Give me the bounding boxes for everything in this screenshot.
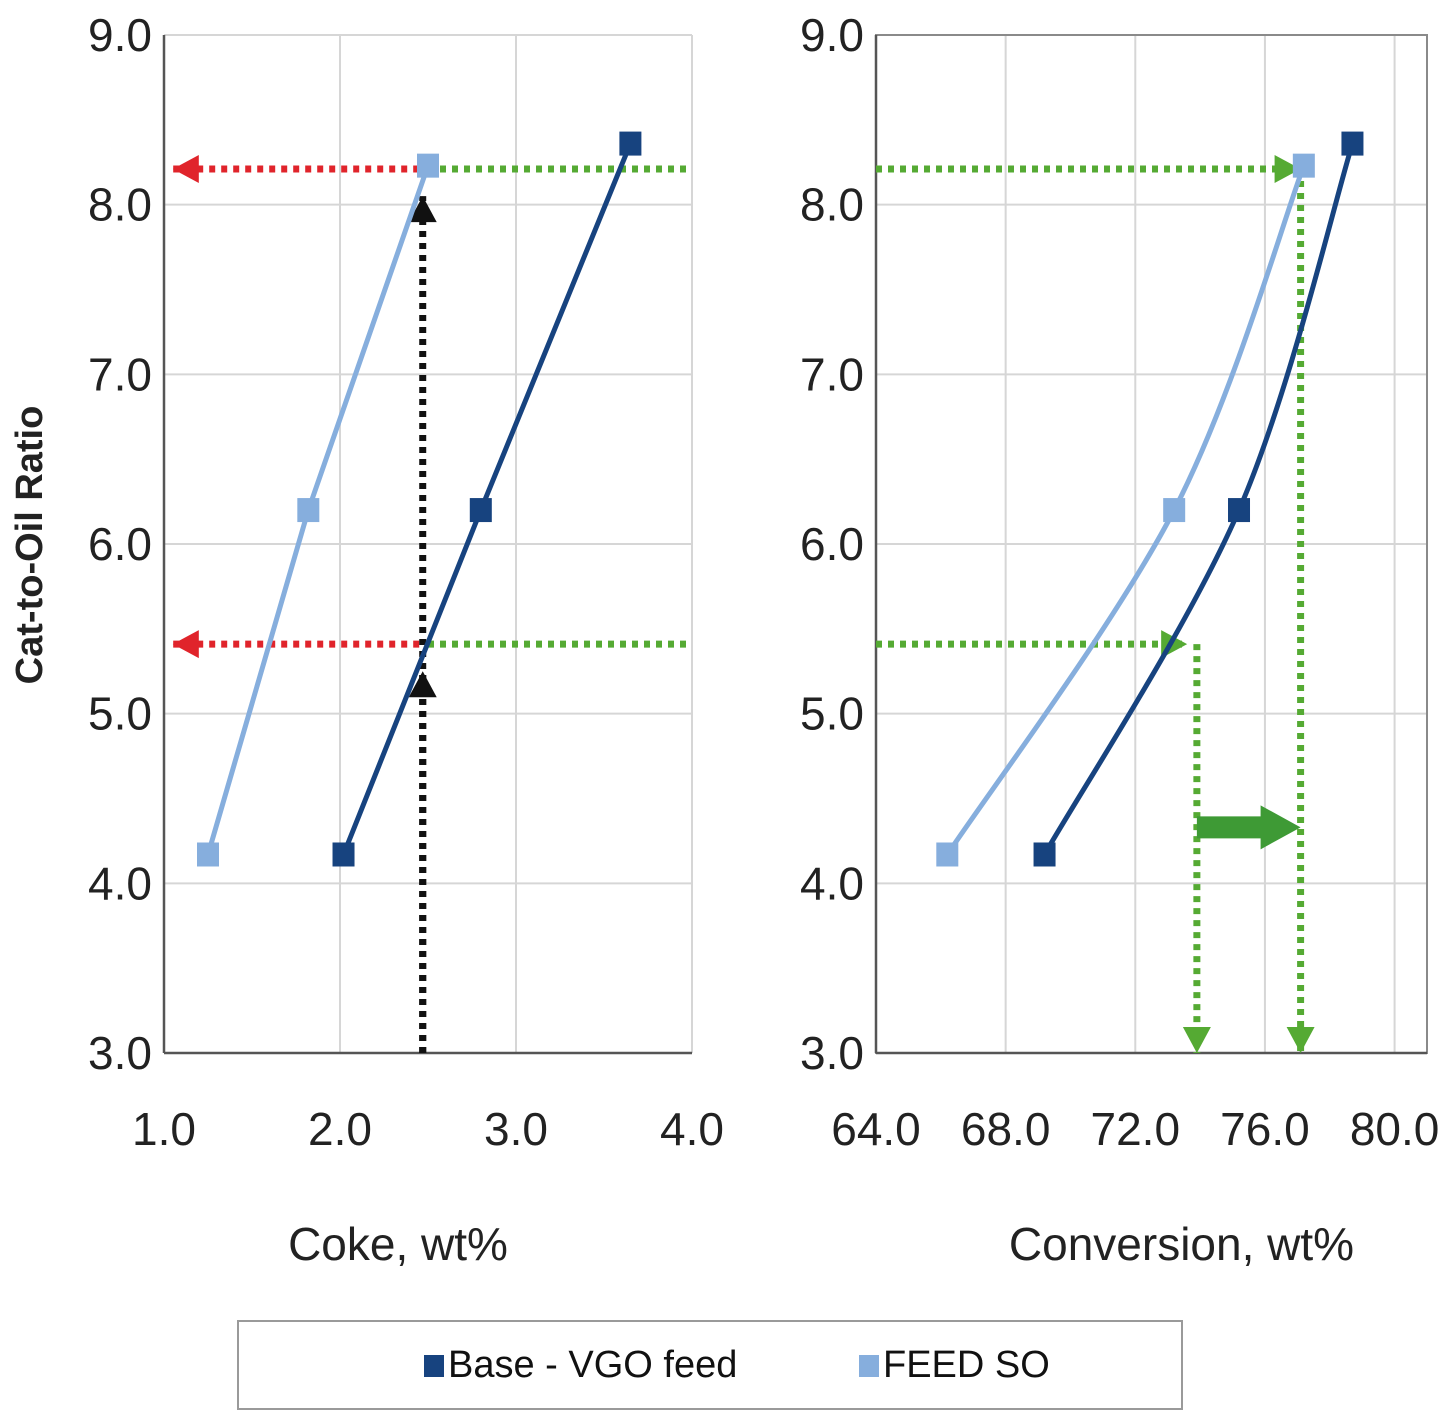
legend-swatch-feed-so bbox=[859, 1354, 879, 1377]
legend-item-feed-so: FEED SO bbox=[859, 1344, 1050, 1387]
arrow-head bbox=[172, 630, 199, 659]
coke-panel: 3.0 4.0 5.0 6.0 7.0 8.0 9.0 1.0 2.0 3.0 4.0 Coke, w… bbox=[88, 9, 724, 1270]
arrow-head bbox=[408, 196, 437, 223]
data-point bbox=[1292, 153, 1315, 178]
data-point bbox=[197, 842, 219, 867]
series-line bbox=[1042, 142, 1355, 856]
x-tick-label: 64.0 bbox=[831, 1103, 921, 1155]
x-axis-label: Coke, wt% bbox=[288, 1218, 508, 1270]
x-tick-label: 4.0 bbox=[660, 1103, 724, 1155]
data-point bbox=[1163, 498, 1186, 523]
y-tick-label: 4.0 bbox=[88, 857, 152, 909]
x-tick-label: 72.0 bbox=[1091, 1103, 1181, 1155]
data-point bbox=[1033, 842, 1056, 867]
data-point bbox=[1228, 498, 1251, 523]
y-tick-label: 9.0 bbox=[800, 9, 864, 61]
data-point bbox=[417, 153, 439, 178]
data-point bbox=[332, 842, 355, 867]
y-tick-label: 3.0 bbox=[800, 1027, 864, 1079]
x-tick-label: 80.0 bbox=[1350, 1103, 1439, 1155]
legend: Base - VGO feed FEED SO bbox=[237, 1320, 1183, 1410]
y-tick-label: 9.0 bbox=[88, 9, 152, 61]
x-tick-label: 68.0 bbox=[961, 1103, 1051, 1155]
data-point bbox=[297, 498, 320, 523]
y-tick-label: 7.0 bbox=[88, 348, 152, 400]
arrow-head bbox=[1286, 1027, 1315, 1053]
y-tick-label: 5.0 bbox=[800, 688, 864, 740]
arrow-head bbox=[172, 155, 199, 184]
shift-arrow bbox=[1196, 805, 1301, 850]
y-tick-label: 8.0 bbox=[88, 179, 152, 231]
conversion-panel: 3.0 4.0 5.0 6.0 7.0 8.0 9.0 64.0 68.0 72.0 76.0 80.… bbox=[800, 9, 1439, 1270]
y-tick-label: 7.0 bbox=[800, 348, 864, 400]
data-point bbox=[619, 131, 642, 156]
x-tick-label: 2.0 bbox=[308, 1103, 372, 1155]
x-axis-label: Conversion, wt% bbox=[1009, 1218, 1354, 1270]
y-tick-label: 6.0 bbox=[800, 518, 864, 570]
y-axis-label: Cat-to-Oil Ratio bbox=[9, 406, 51, 685]
data-point bbox=[936, 842, 959, 867]
series-line bbox=[945, 164, 1307, 856]
legend-label-base: Base - VGO feed bbox=[448, 1344, 738, 1386]
y-tick-label: 5.0 bbox=[88, 688, 152, 740]
y-tick-label: 4.0 bbox=[800, 857, 864, 909]
arrow-head bbox=[1274, 155, 1301, 184]
legend-swatch-base bbox=[424, 1354, 444, 1377]
data-point bbox=[1341, 131, 1364, 156]
y-tick-label: 3.0 bbox=[88, 1027, 152, 1079]
y-tick-label: 8.0 bbox=[800, 179, 864, 231]
x-tick-label: 1.0 bbox=[132, 1103, 196, 1155]
y-tick-label: 6.0 bbox=[88, 518, 152, 570]
legend-label-feed-so: FEED SO bbox=[883, 1344, 1050, 1386]
arrow-head bbox=[408, 671, 437, 698]
arrow-head bbox=[1182, 1027, 1211, 1053]
x-tick-label: 76.0 bbox=[1220, 1103, 1310, 1155]
legend-item-base: Base - VGO feed bbox=[424, 1344, 737, 1387]
data-point bbox=[469, 498, 492, 523]
x-tick-label: 3.0 bbox=[484, 1103, 548, 1155]
